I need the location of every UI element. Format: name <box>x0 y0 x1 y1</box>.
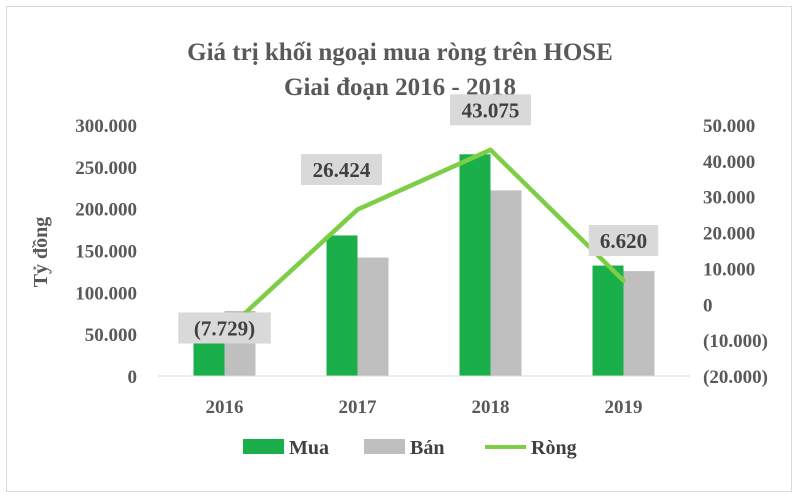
right-tick-label: 30.000 <box>703 188 755 209</box>
data-label-box <box>588 225 659 257</box>
right-tick-label: (20.000) <box>703 367 768 388</box>
bar-bán-2018 <box>490 190 522 376</box>
data-label: 6.620 <box>600 229 647 253</box>
bar-bán-2019 <box>623 271 655 376</box>
bars <box>193 154 655 376</box>
right-tick-label: 10.000 <box>703 259 755 280</box>
data-labels: (7.729) 26.424 43.075 6.620 <box>178 94 659 344</box>
data-label-box <box>450 94 531 126</box>
right-tick-label: 20.000 <box>703 224 755 245</box>
legend-label-mua: Mua <box>289 437 329 459</box>
legend-label-ròng: Ròng <box>531 437 577 459</box>
left-tick-label: 250.000 <box>75 158 137 179</box>
bar-mua-2017 <box>326 235 358 376</box>
data-label: 26.424 <box>313 158 371 182</box>
right-tick-label: 50.000 <box>703 116 755 137</box>
x-axis: 2016 2017 2018 2019 <box>206 397 643 418</box>
left-tick-label: 300.000 <box>75 116 137 137</box>
net-line <box>222 147 626 335</box>
x-tick-label: 2017 <box>339 397 378 418</box>
y-axis-label: Tỷ đồng <box>30 217 52 288</box>
right-tick-label: (10.000) <box>703 331 768 352</box>
bar-mua-2019 <box>592 265 624 376</box>
data-label-box <box>178 312 271 344</box>
bar-bán-2017 <box>357 257 389 376</box>
left-axis: 300.000 250.000 200.000 150.000 100.000 50.00… <box>75 116 137 388</box>
line-ròng <box>222 147 626 335</box>
right-tick-label: 40.000 <box>703 152 755 173</box>
left-tick-label: 150.000 <box>75 242 137 263</box>
right-axis: 50.000 40.000 30.000 20.000 10.000 0 (10.000) (… <box>703 116 768 388</box>
left-tick-label: 200.000 <box>75 200 137 221</box>
data-label: (7.729) <box>194 316 255 340</box>
left-tick-label: 0 <box>128 367 138 388</box>
legend: Mua Bán Ròng <box>243 437 577 459</box>
left-tick-label: 100.000 <box>75 283 137 304</box>
legend-swatch-bán <box>364 439 405 454</box>
right-tick-label: 0 <box>703 295 713 316</box>
data-label-box <box>301 154 382 186</box>
left-tick-label: 50.000 <box>85 325 137 346</box>
data-label: 43.075 <box>462 98 520 122</box>
chart-title: Giá trị khối ngoại mua ròng trên HOSE <box>187 39 613 66</box>
x-tick-label: 2016 <box>206 397 244 418</box>
legend-label-bán: Bán <box>410 437 444 459</box>
x-tick-label: 2019 <box>605 397 643 418</box>
x-tick-label: 2018 <box>472 397 510 418</box>
legend-swatch-mua <box>243 439 284 454</box>
chart-frame <box>6 6 792 492</box>
bar-mua-2018 <box>459 154 491 376</box>
